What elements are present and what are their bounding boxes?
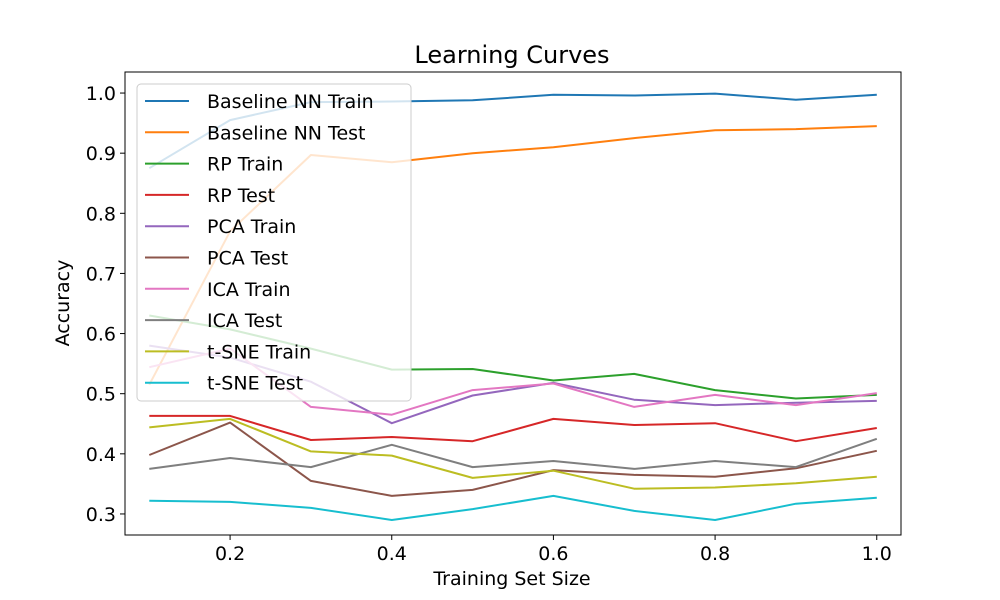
x-tick-label: 1.0 bbox=[862, 543, 892, 565]
legend-label-baseline-nn-test: Baseline NN Test bbox=[207, 122, 365, 144]
y-tick-label: 0.8 bbox=[86, 203, 116, 225]
legend-label-ica-test: ICA Test bbox=[207, 310, 282, 332]
legend: Baseline NN Train Baseline NN Test RP Trai… bbox=[136, 83, 412, 402]
y-tick-label: 0.4 bbox=[86, 444, 116, 466]
legend-label-t-sne-train: t-SNE Train bbox=[207, 341, 311, 363]
legend-label-rp-test: RP Test bbox=[207, 185, 275, 207]
y-tick-label: 0.3 bbox=[86, 504, 116, 526]
x-tick-label: 0.6 bbox=[538, 543, 568, 565]
x-axis: 0.2 0.4 0.6 0.8 1.0 bbox=[215, 535, 892, 565]
y-axis: 0.3 0.4 0.5 0.6 0.7 0.8 0.9 1.0 bbox=[86, 83, 125, 526]
y-tick-label: 0.5 bbox=[86, 384, 116, 406]
legend-label-baseline-nn-train: Baseline NN Train bbox=[207, 91, 374, 113]
chart-title: Learning Curves bbox=[414, 41, 609, 69]
series-line-rp-test bbox=[149, 414, 877, 443]
legend-box bbox=[136, 83, 412, 402]
plot-border bbox=[124, 71, 902, 536]
series-line-ica-test bbox=[149, 437, 878, 470]
x-tick-label: 0.2 bbox=[215, 543, 245, 565]
x-axis-label: Training Set Size bbox=[432, 568, 590, 590]
series-line-pca-test bbox=[148, 421, 878, 497]
legend-label-ica-train: ICA Train bbox=[207, 279, 291, 301]
y-tick-label: 1.0 bbox=[86, 83, 116, 105]
legend-label-rp-train: RP Train bbox=[207, 154, 283, 176]
legend-label-pca-train: PCA Train bbox=[207, 216, 296, 238]
y-axis-label: Accuracy bbox=[52, 260, 74, 347]
x-tick-label: 0.4 bbox=[377, 543, 407, 565]
legend-label-t-sne-test: t-SNE Test bbox=[207, 373, 303, 395]
y-tick-label: 0.7 bbox=[86, 263, 116, 285]
series-line-t-sne-train bbox=[149, 417, 877, 490]
series-line-t-sne-test bbox=[149, 494, 877, 521]
x-tick-label: 0.8 bbox=[700, 543, 730, 565]
y-tick-label: 0.6 bbox=[86, 324, 116, 346]
legend-label-pca-test: PCA Test bbox=[207, 248, 288, 270]
y-tick-label: 0.9 bbox=[86, 143, 116, 165]
